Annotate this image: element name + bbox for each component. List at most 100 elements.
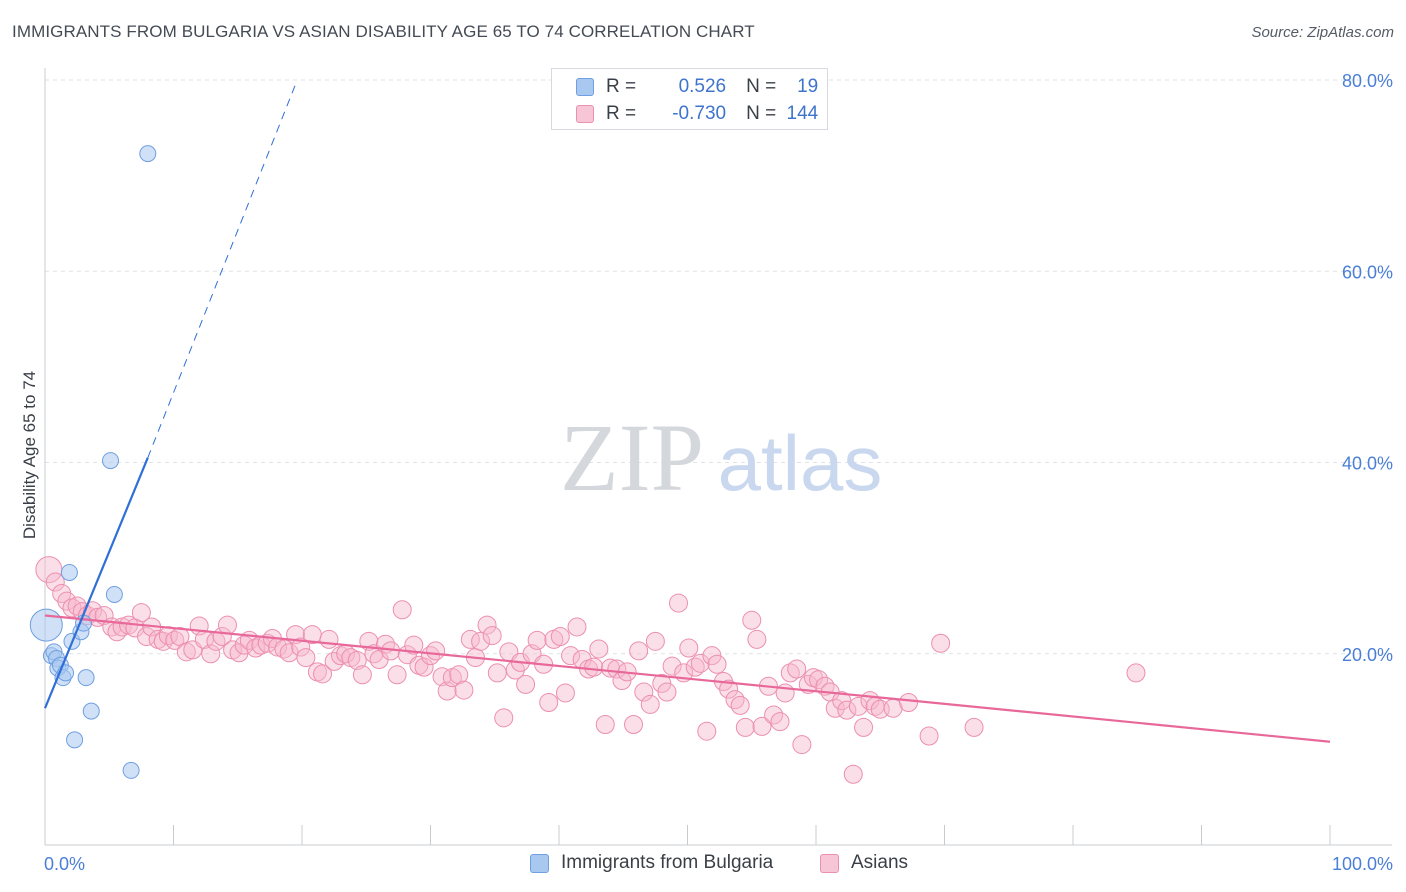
- asians-point: [798, 674, 818, 694]
- asians-point: [752, 716, 772, 736]
- watermark-atlas: atlas: [718, 419, 883, 507]
- axes: [44, 68, 1392, 846]
- source-credit: Source: ZipAtlas.com: [1251, 24, 1394, 41]
- asians-point: [787, 659, 807, 679]
- asians-point: [477, 615, 497, 635]
- y-tick-label: 60.0%: [1342, 262, 1393, 282]
- asians-swatch: [576, 105, 594, 123]
- asians-point: [449, 665, 469, 685]
- asians-point: [742, 610, 762, 630]
- asians-point: [719, 679, 739, 699]
- asians-point: [57, 591, 77, 611]
- asians-point: [313, 664, 333, 684]
- r-value: -0.730: [672, 103, 727, 124]
- asians-point: [730, 695, 750, 715]
- asians-point: [825, 698, 845, 718]
- correlation-legend: R = 0.526 N = 19 R = -0.730 N = 144: [551, 68, 828, 130]
- asians-point: [414, 657, 434, 677]
- asians-point: [217, 615, 237, 635]
- asians-point: [640, 694, 660, 714]
- r-value: 0.526: [678, 76, 727, 97]
- bulgaria-point: [122, 761, 140, 779]
- asians-point: [837, 700, 857, 720]
- bulgaria-point: [82, 702, 100, 720]
- asians-point: [539, 693, 559, 713]
- r-label: R =: [606, 103, 637, 124]
- asians-point: [770, 712, 790, 732]
- bulgaria-legend-swatch: [530, 853, 549, 873]
- asians-point: [176, 642, 196, 662]
- legend-row-asians: R = -0.730 N = 144: [552, 101, 818, 127]
- legend-row-bulgaria: R = 0.526 N = 19: [552, 74, 818, 100]
- asians-point: [426, 641, 446, 661]
- asians-point: [347, 650, 367, 670]
- legend-label-bulgaria: Immigrants from Bulgaria: [561, 852, 774, 873]
- asians-point: [854, 717, 874, 737]
- y-tick-labels: 20.0% 40.0% 60.0% 80.0%: [1342, 71, 1393, 665]
- asians-trend-line: [44, 614, 1331, 743]
- asians-point: [848, 696, 868, 716]
- series-legend: Immigrants from Bulgaria Asians: [0, 852, 1406, 878]
- asians-point: [487, 663, 507, 683]
- asians-point: [725, 690, 745, 710]
- asians-point: [899, 693, 919, 713]
- asians-point: [792, 735, 812, 755]
- chart-title: IMMIGRANTS FROM BULGARIA VS ASIAN DISABI…: [12, 22, 755, 41]
- legend-item-asians: Asians: [820, 852, 908, 874]
- asians-point: [296, 648, 316, 668]
- x-tick-label: 100.0%: [1332, 854, 1393, 874]
- watermark-zip: ZIP: [560, 404, 704, 511]
- asians-point: [131, 603, 151, 623]
- asians-point: [291, 637, 311, 657]
- bulgaria-point: [77, 669, 95, 687]
- bulgaria-point: [102, 452, 120, 470]
- asians-point: [392, 600, 412, 620]
- asians-point: [550, 627, 570, 647]
- asians-point: [45, 572, 65, 592]
- asians-point: [697, 721, 717, 741]
- asians-point: [516, 674, 536, 694]
- asians-point: [319, 629, 339, 649]
- grid-lines: [45, 79, 1392, 655]
- asians-point: [629, 641, 649, 661]
- x-tick-labels: 0.0% 100.0%: [44, 854, 1393, 874]
- bulgaria-point: [66, 731, 84, 749]
- bulgaria-point: [105, 585, 123, 603]
- bulgaria-trend-extension: [147, 80, 298, 458]
- asians-point: [387, 665, 407, 685]
- bulgaria-trend-line: [43, 457, 149, 709]
- asians-point: [662, 656, 682, 676]
- asians-point: [645, 631, 665, 651]
- asians-point: [919, 726, 939, 746]
- asians-point: [555, 683, 575, 703]
- asians-point: [747, 629, 767, 649]
- y-tick-label: 80.0%: [1342, 71, 1393, 91]
- asians-point: [832, 691, 852, 711]
- asians-point: [589, 639, 609, 659]
- asians-point: [657, 682, 677, 702]
- n-value: 144: [786, 103, 819, 124]
- n-value: 19: [797, 76, 819, 97]
- bulgaria-point: [29, 608, 63, 642]
- asians-point: [454, 680, 474, 700]
- asians-point: [624, 715, 644, 735]
- y-tick-label: 40.0%: [1342, 454, 1393, 474]
- asians-point: [567, 617, 587, 637]
- bulgaria-point: [60, 563, 78, 581]
- x-tick-label: 0.0%: [44, 854, 85, 874]
- asians-point: [931, 633, 951, 653]
- asians-point: [471, 631, 491, 651]
- bulgaria-swatch: [576, 78, 594, 96]
- trend-lines: [43, 80, 1331, 743]
- n-label: N =: [746, 76, 777, 97]
- asians-point: [685, 657, 705, 677]
- asians-point: [352, 665, 372, 685]
- asians-point: [432, 667, 452, 687]
- asians-point: [584, 657, 604, 677]
- asians-legend-swatch: [820, 853, 839, 873]
- asians-point: [246, 638, 266, 658]
- asians-point: [669, 593, 689, 613]
- asians-point: [735, 717, 755, 737]
- asians-point: [404, 635, 424, 655]
